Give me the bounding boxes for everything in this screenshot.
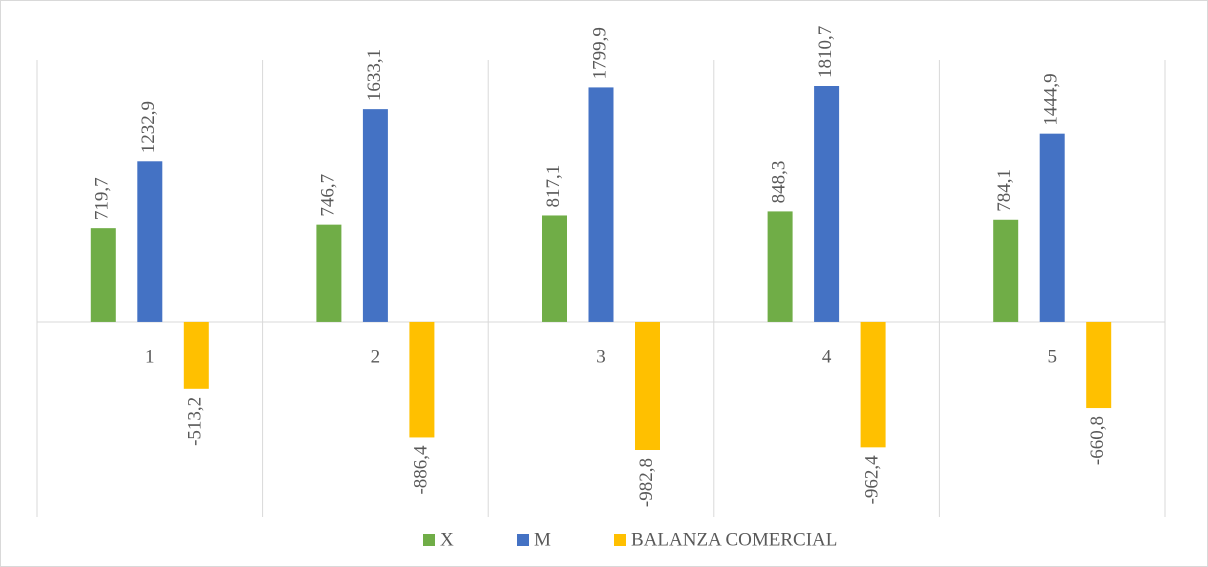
- x-tick-label: 3: [596, 346, 606, 367]
- bar: [993, 219, 1019, 322]
- data-label: 1444,9: [1041, 73, 1062, 125]
- data-label: -982,8: [636, 458, 657, 507]
- bar: [137, 161, 163, 322]
- data-label: -962,4: [861, 455, 882, 505]
- x-tick-label: 4: [822, 346, 832, 367]
- data-label: -660,8: [1087, 416, 1108, 465]
- data-label: 1633,1: [364, 49, 385, 101]
- legend-swatch: [517, 534, 529, 546]
- data-label: 746,7: [317, 174, 338, 217]
- data-label: 719,7: [92, 177, 113, 220]
- data-label: -886,4: [410, 445, 431, 495]
- legend-swatch: [423, 534, 435, 546]
- data-label: 848,3: [768, 161, 789, 204]
- bar: [316, 224, 342, 322]
- data-label: 1232,9: [138, 101, 159, 153]
- bar: [362, 109, 388, 322]
- data-label: 1810,7: [815, 26, 836, 78]
- x-tick-label: 2: [371, 346, 381, 367]
- legend-swatch: [614, 534, 626, 546]
- bar: [409, 321, 435, 438]
- data-label: 817,1: [543, 165, 564, 208]
- x-tick-label: 1: [145, 346, 155, 367]
- bar: [183, 321, 209, 389]
- bar: [542, 215, 567, 322]
- bar: [588, 87, 614, 322]
- bar: [814, 86, 840, 322]
- legend-label: BALANZA COMERCIAL: [631, 529, 837, 550]
- x-tick-label: 5: [1047, 346, 1057, 367]
- data-label: 1799,9: [589, 27, 610, 79]
- data-label: 784,1: [994, 169, 1015, 212]
- legend-label: X: [440, 529, 454, 550]
- bar: [767, 211, 793, 322]
- bar: [1039, 133, 1065, 322]
- bar: [860, 321, 886, 448]
- bar: [635, 321, 660, 450]
- bar: [90, 228, 116, 322]
- legend-label: M: [534, 529, 551, 550]
- bar: [1086, 321, 1112, 409]
- data-label: -513,2: [185, 397, 206, 446]
